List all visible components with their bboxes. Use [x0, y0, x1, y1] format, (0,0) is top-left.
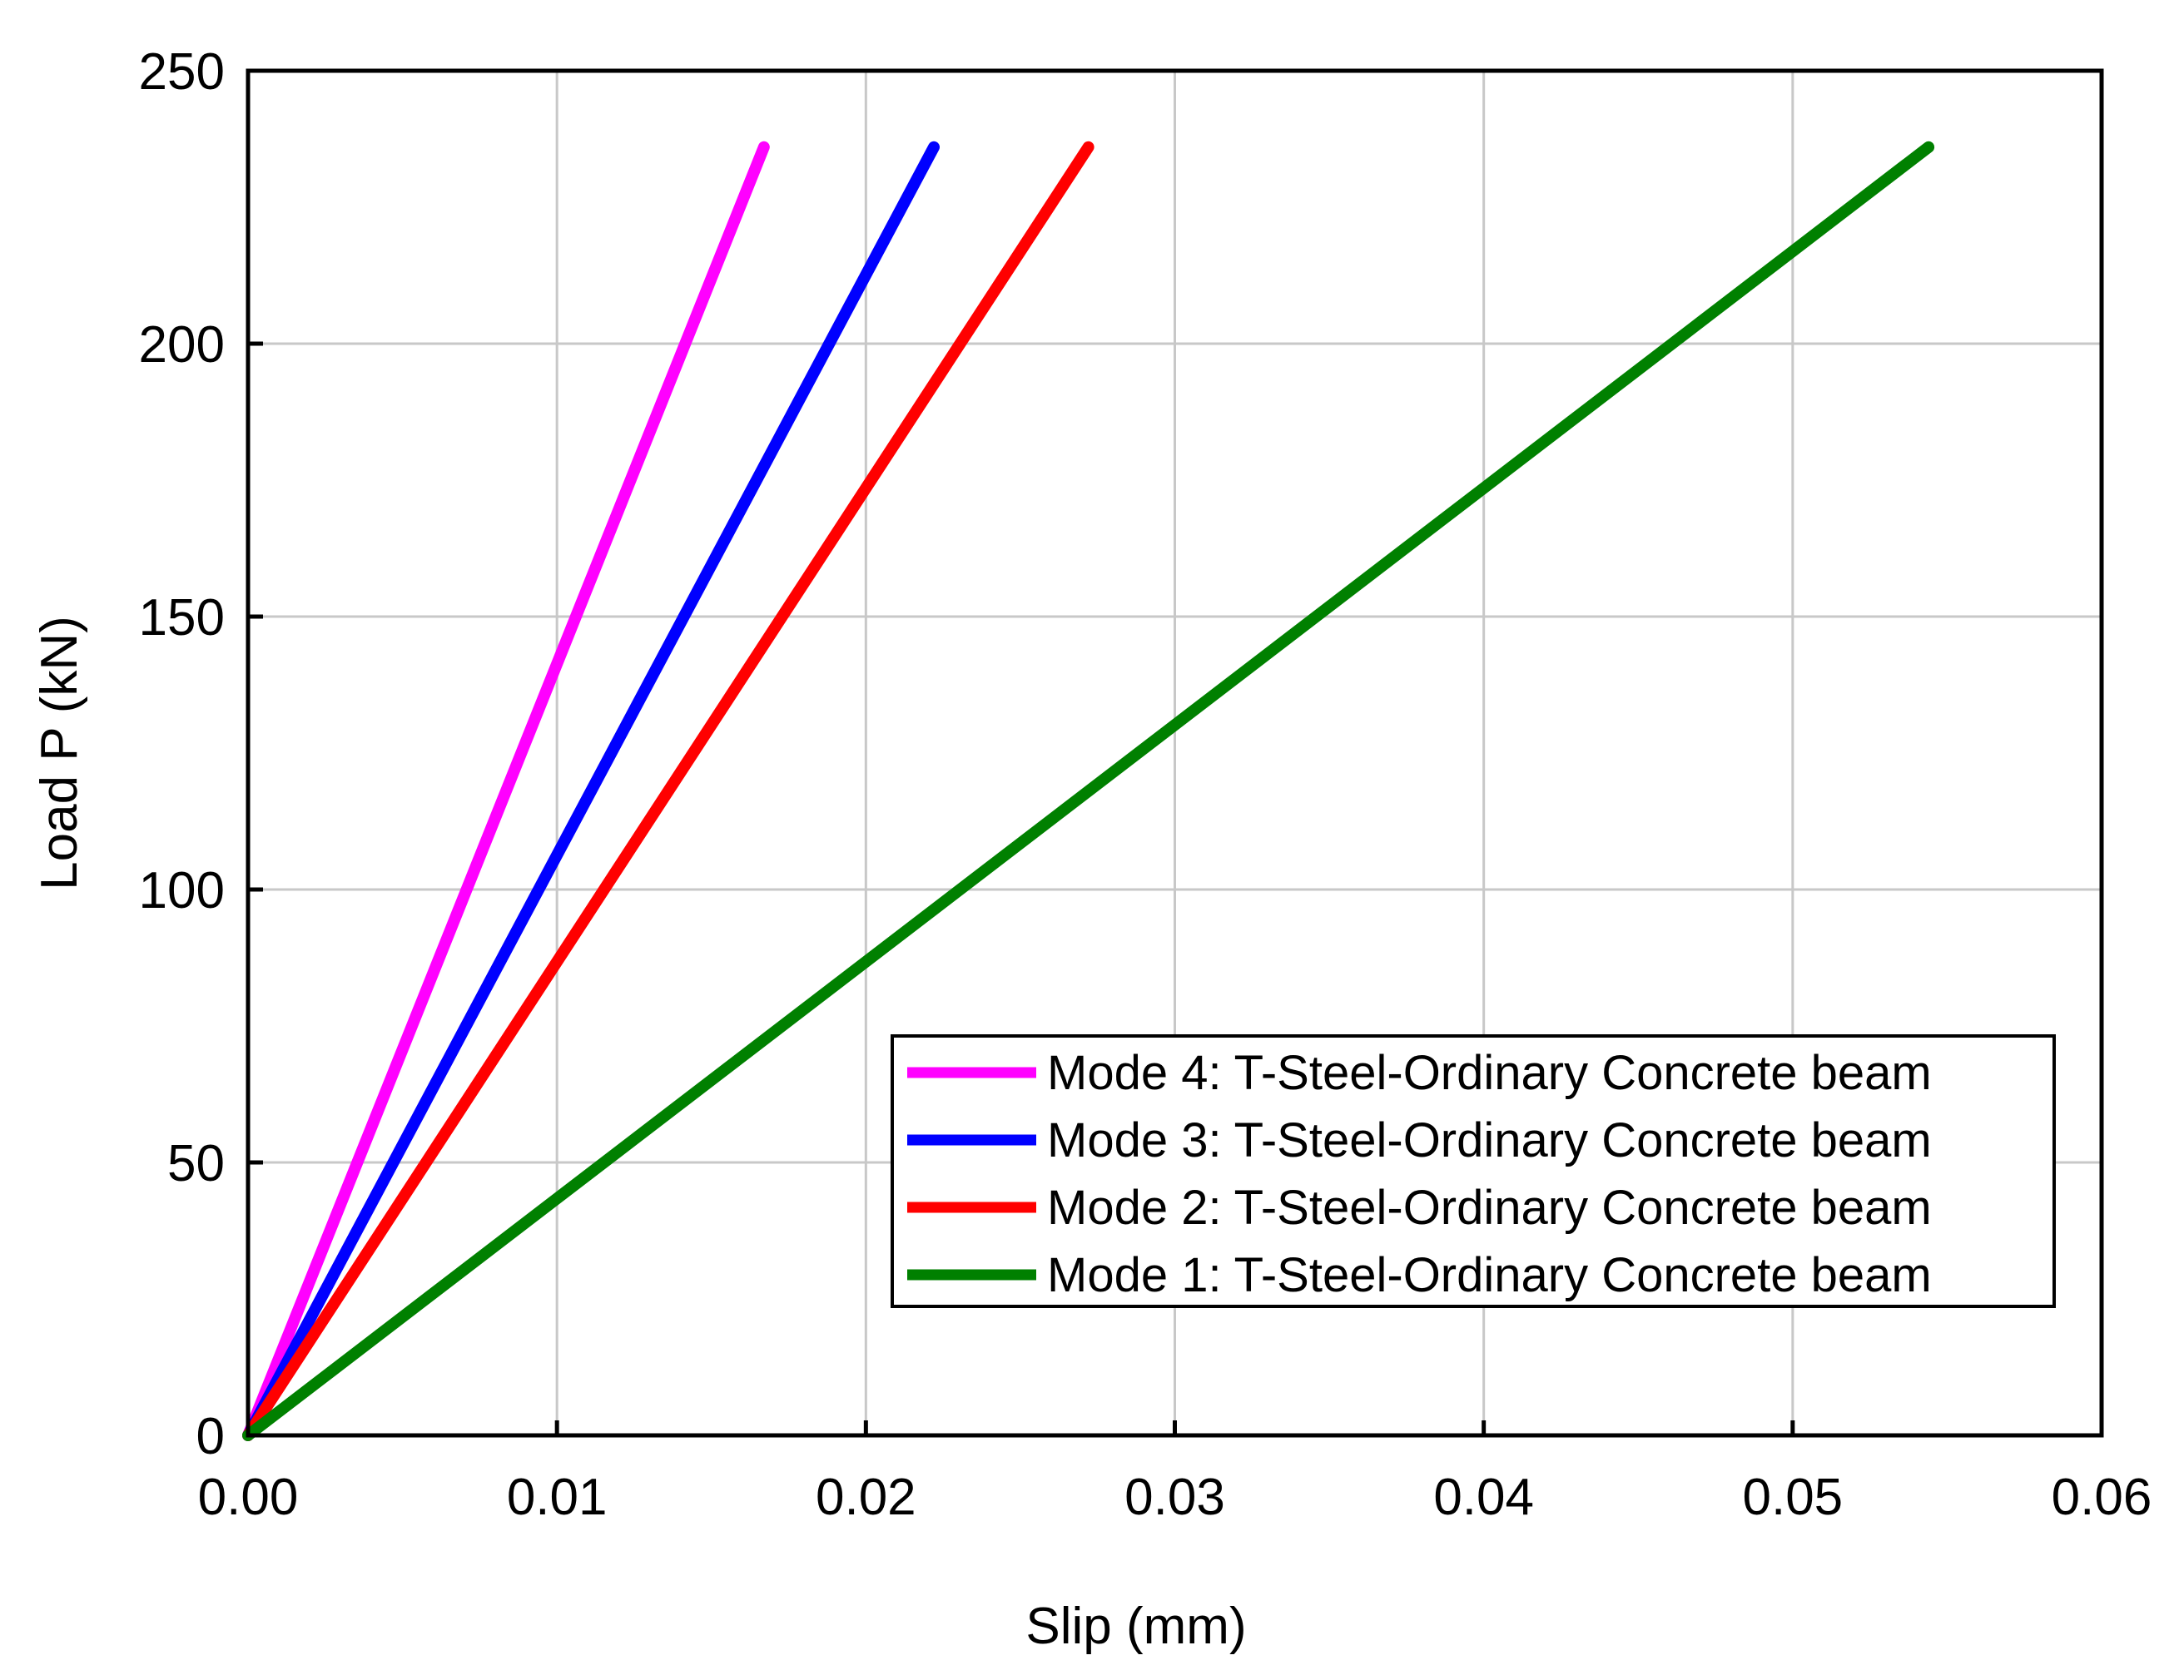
legend-box: [891, 1034, 2056, 1308]
axis-ticks: 0.00 0.01 0.02 0.03 0.04 0.05 0.06 0 50 100 150 200…: [139, 43, 2152, 1526]
x-tick-label: 0.02: [816, 1469, 916, 1526]
x-axis-title: Slip (mm): [1025, 1598, 1246, 1655]
x-tick-label: 0.01: [507, 1469, 608, 1526]
x-tick-label: 0.06: [2052, 1469, 2152, 1526]
series-line-1: [242, 141, 770, 1441]
y-tick-label: 250: [139, 43, 225, 101]
series-line-2: [242, 141, 940, 1441]
x-tick-label: 0.00: [198, 1469, 299, 1526]
legend-label: Mode 4: T-Steel-Ordinary Concrete beam: [1047, 1046, 1932, 1100]
legend-label: Mode 3: T-Steel-Ordinary Concrete beam: [1047, 1113, 1932, 1167]
series-lines: [242, 141, 1935, 1441]
y-tick-label: 100: [139, 862, 225, 919]
series-line-3: [242, 141, 1094, 1441]
x-tick-label: 0.05: [1742, 1469, 1843, 1526]
x-tick-label: 0.03: [1124, 1469, 1225, 1526]
legend: Mode 4: T-Steel-Ordinary Concrete beam Mo…: [891, 1034, 2056, 1308]
legend-label: Mode 2: T-Steel-Ordinary Concrete beam: [1047, 1181, 1932, 1235]
legend-label: Mode 1: T-Steel-Ordinary Concrete beam: [1047, 1248, 1932, 1302]
y-tick-label: 200: [139, 316, 225, 374]
series-line-4: [242, 141, 1935, 1441]
x-tick-label: 0.04: [1433, 1469, 1534, 1526]
y-axis-title: Load P (kN): [31, 616, 88, 890]
y-tick-label: 150: [139, 589, 225, 647]
y-tick-label: 50: [167, 1135, 225, 1192]
y-tick-label: 0: [196, 1408, 225, 1465]
